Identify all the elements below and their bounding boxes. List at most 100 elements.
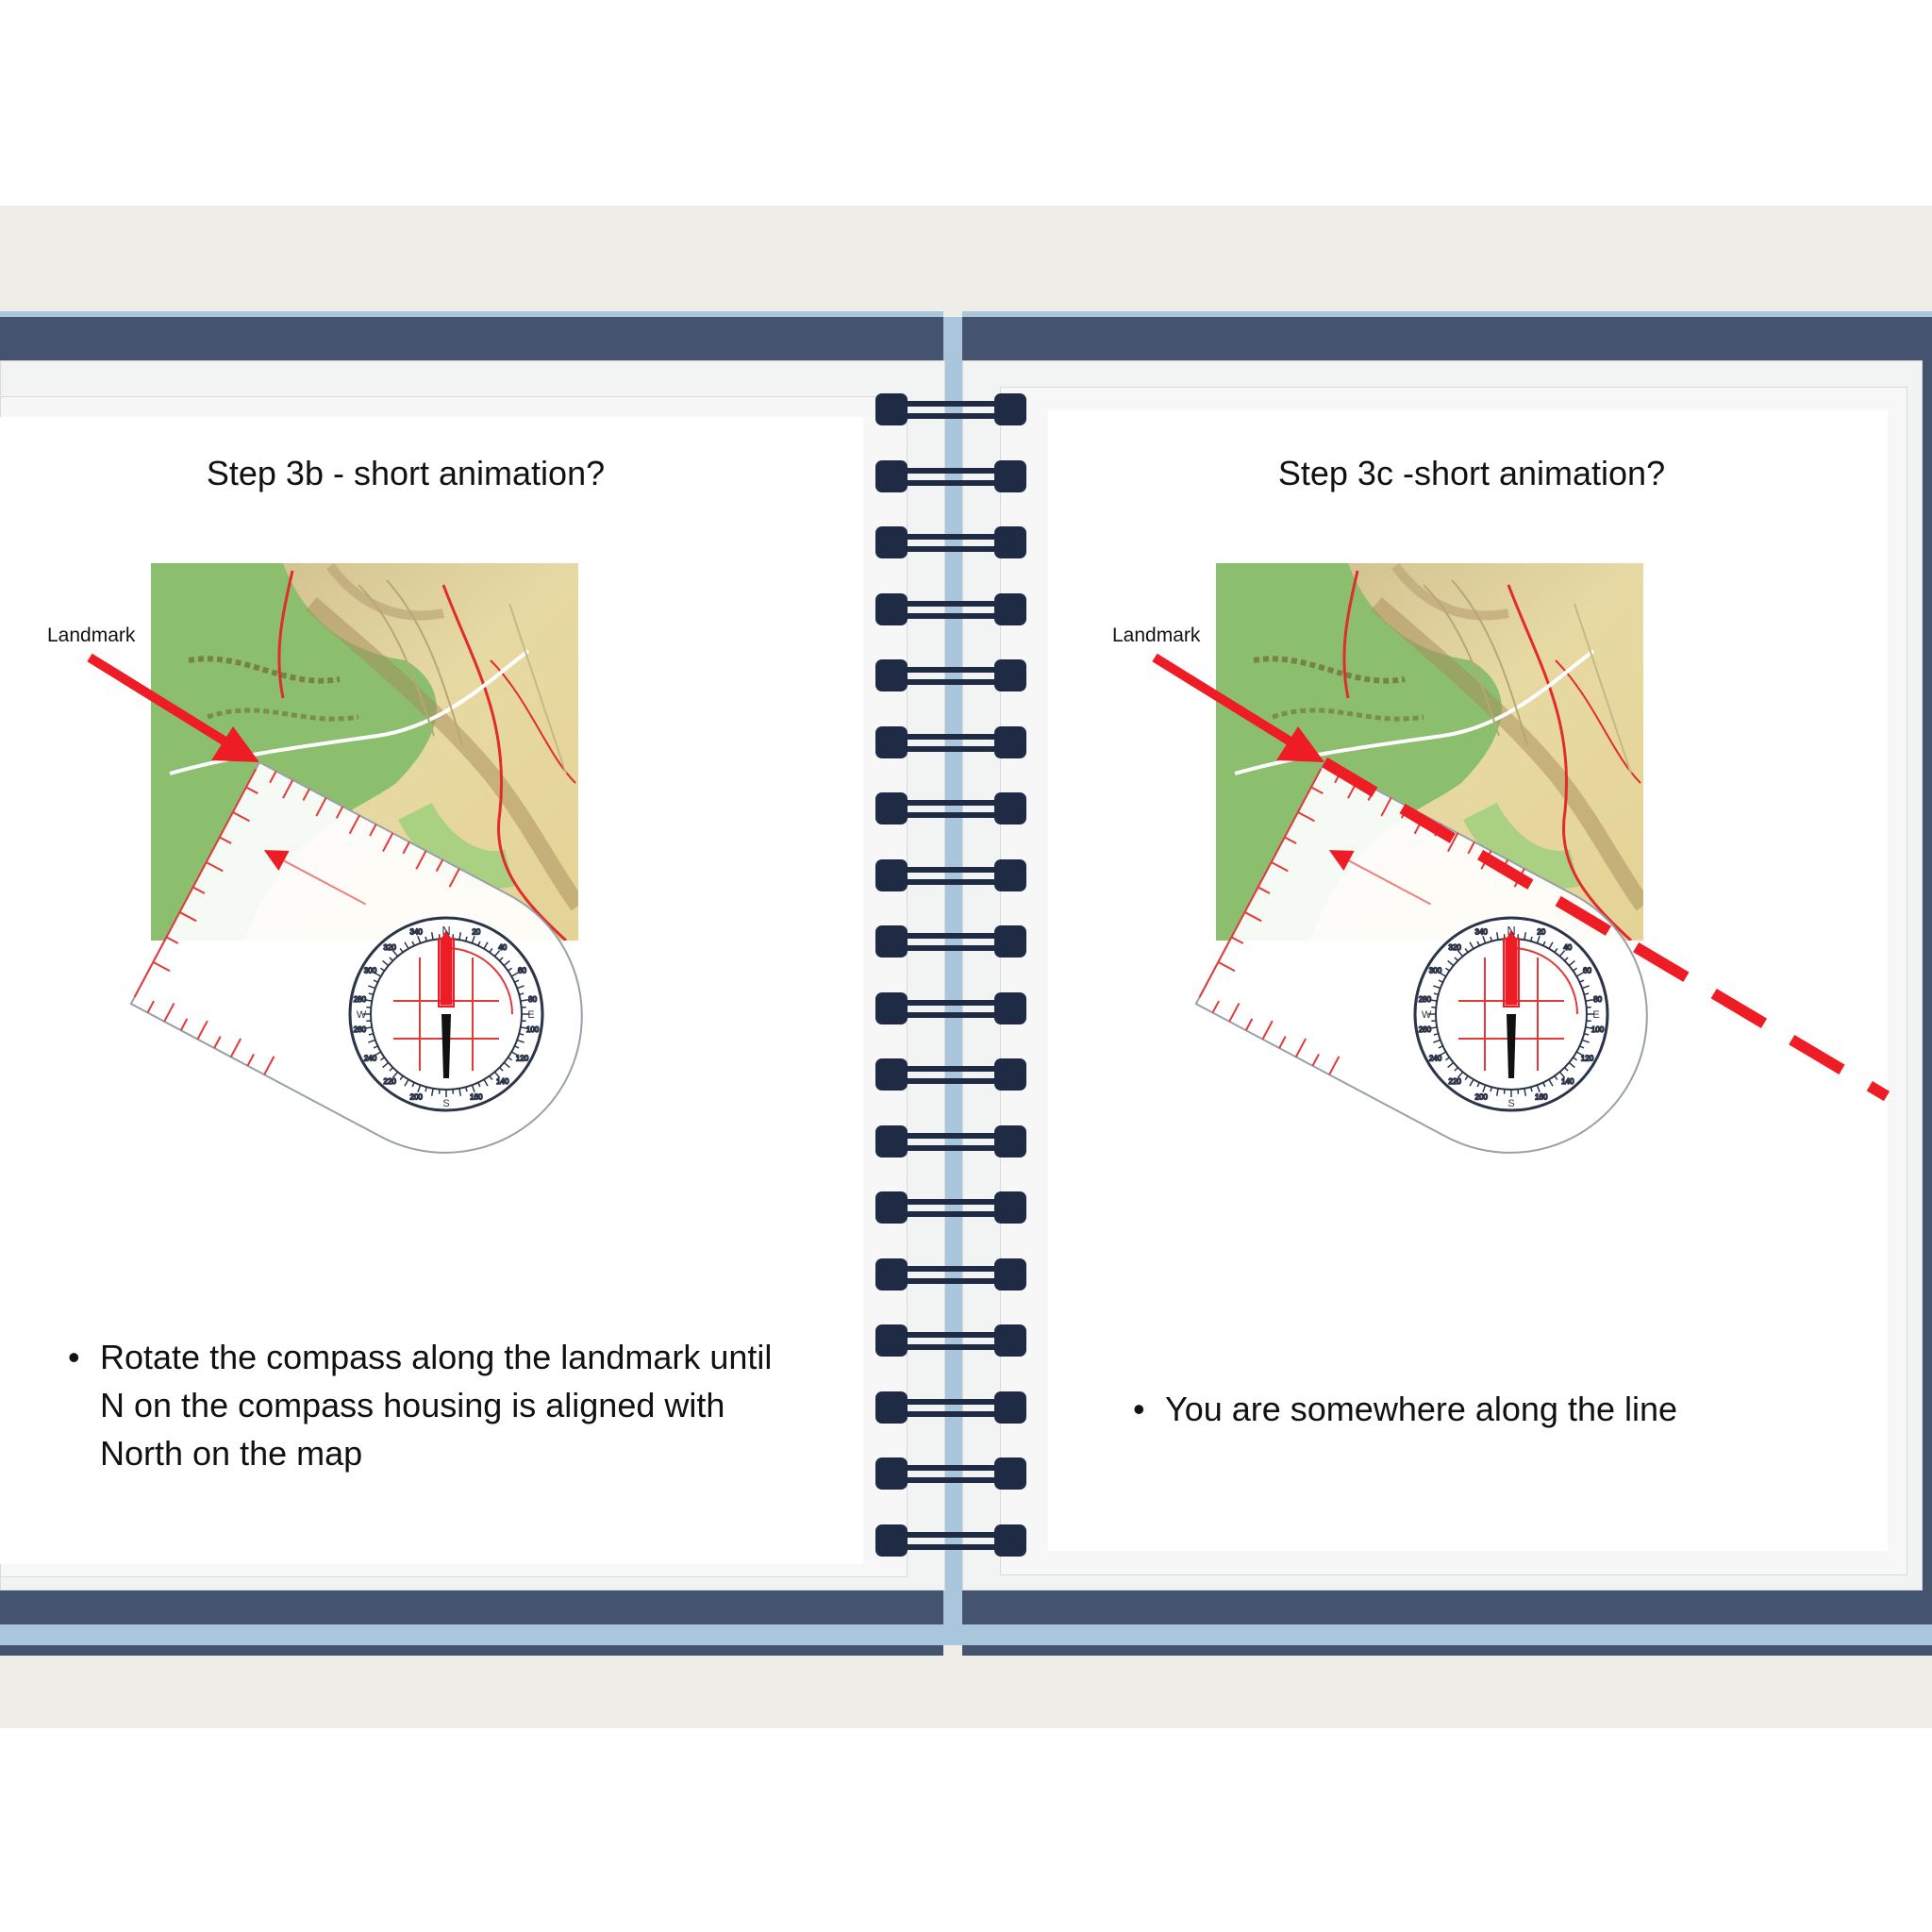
right-west-letter: W bbox=[1422, 1009, 1432, 1021]
left-bullet-text: Rotate the compass along the landmark un… bbox=[100, 1338, 773, 1473]
dial-tick bbox=[1439, 972, 1447, 977]
dial-tick bbox=[379, 1057, 385, 1061]
dial-tick bbox=[1457, 1071, 1464, 1078]
spiral-ring-wire-bottom bbox=[900, 1211, 1002, 1217]
dial-tick bbox=[1429, 1026, 1438, 1030]
spiral-ring-right-cap bbox=[994, 925, 1026, 958]
spiral-ring bbox=[875, 1058, 1026, 1091]
dial-tick bbox=[458, 932, 462, 941]
dial-tick bbox=[493, 1071, 501, 1078]
dial-label: 300 bbox=[1429, 967, 1442, 975]
spiral-ring-left-cap bbox=[875, 1257, 908, 1291]
spiral-ring-wire-top bbox=[900, 667, 1002, 673]
dial-tick bbox=[1568, 959, 1575, 967]
dial-tick bbox=[430, 932, 434, 941]
left-page-title: Step 3b - short animation? bbox=[206, 454, 606, 492]
spiral-ring-wire-bottom bbox=[900, 1011, 1002, 1018]
spiral-ring-right-cap bbox=[994, 1191, 1026, 1224]
dial-label: 220 bbox=[1449, 1077, 1462, 1086]
spiral-ring bbox=[875, 659, 1026, 691]
spiral-ring-left-cap bbox=[875, 592, 908, 625]
dial-tick bbox=[389, 1067, 393, 1072]
dial-tick bbox=[1564, 957, 1569, 961]
dial-tick bbox=[1584, 992, 1590, 996]
spiral-ring-wire-top bbox=[900, 1332, 1002, 1338]
dial-tick bbox=[503, 959, 510, 967]
spiral-ring-left-cap bbox=[875, 1124, 908, 1158]
left-north-letter: N bbox=[441, 924, 450, 938]
dial-tick bbox=[503, 1061, 510, 1069]
dial-label: 240 bbox=[364, 1055, 377, 1063]
spiral-ring-wire-bottom bbox=[900, 945, 1002, 951]
left-south-letter: S bbox=[442, 1098, 449, 1109]
spiral-ring-left-cap bbox=[875, 1324, 908, 1357]
spiral-ring bbox=[875, 526, 1026, 558]
dial-tick bbox=[1469, 1078, 1474, 1087]
dial-tick bbox=[368, 992, 374, 996]
dial-label: 280 bbox=[1419, 995, 1432, 1004]
dial-label: 160 bbox=[1535, 1092, 1548, 1101]
dial-tick bbox=[1469, 941, 1474, 950]
dial-tick bbox=[483, 1078, 489, 1087]
dial-label: 160 bbox=[470, 1092, 483, 1101]
spiral-ring bbox=[875, 592, 1026, 625]
spiral-ring-wire-top bbox=[900, 1465, 1002, 1471]
dial-tick bbox=[399, 947, 404, 953]
spiral-ring-wire-bottom bbox=[900, 679, 1002, 685]
dial-label: 120 bbox=[1581, 1055, 1594, 1063]
spiral-ring bbox=[875, 792, 1026, 824]
spiral-ring bbox=[875, 1191, 1026, 1224]
dial-label: 260 bbox=[354, 1025, 367, 1034]
spiral-ring-wire-bottom bbox=[900, 1543, 1002, 1550]
spiral-ring-left-cap bbox=[875, 459, 908, 492]
dial-tick bbox=[1579, 1045, 1585, 1049]
spiral-ring-right-cap bbox=[994, 526, 1026, 558]
spiral-ring-left-cap bbox=[875, 925, 908, 958]
left-landmark-label: Landmark bbox=[47, 625, 136, 646]
dial-tick bbox=[425, 936, 428, 941]
spiral-ring-wire-bottom bbox=[900, 413, 1002, 419]
spiral-ring-wire-bottom bbox=[900, 745, 1002, 752]
spiral-ring bbox=[875, 1524, 1026, 1557]
dial-label: 20 bbox=[472, 928, 480, 937]
dial-tick bbox=[1542, 1082, 1546, 1088]
dial-tick bbox=[477, 941, 481, 946]
dial-label: 200 bbox=[410, 1092, 424, 1101]
spiral-ring-wire-top bbox=[900, 600, 1002, 607]
spiral-ring-right-cap bbox=[994, 1124, 1026, 1158]
spiral-ring-wire-top bbox=[900, 999, 1002, 1006]
dial-label: 140 bbox=[496, 1077, 509, 1086]
dial-tick bbox=[373, 1045, 378, 1049]
dial-tick bbox=[1548, 941, 1554, 950]
dial-tick bbox=[1476, 1082, 1480, 1088]
spiral-ring-right-cap bbox=[994, 1457, 1026, 1490]
spiral-ring-wire-bottom bbox=[900, 1344, 1002, 1350]
spiral-ring-wire-top bbox=[900, 401, 1002, 407]
dial-tick bbox=[1579, 979, 1585, 983]
dial-tick bbox=[1457, 950, 1464, 958]
dial-tick bbox=[514, 1045, 520, 1049]
dial-tick bbox=[1585, 1026, 1593, 1030]
dial-tick bbox=[411, 941, 415, 946]
spiral-ring-wire-top bbox=[900, 1531, 1002, 1538]
dial-label: 80 bbox=[1593, 995, 1602, 1004]
spiral-ring bbox=[875, 459, 1026, 492]
dial-tick bbox=[1524, 932, 1527, 941]
dial-tick bbox=[379, 967, 385, 972]
dial-tick bbox=[1438, 1045, 1443, 1049]
dial-tick bbox=[374, 972, 382, 977]
dial-tick bbox=[516, 985, 525, 990]
dial-tick bbox=[1433, 1032, 1439, 1036]
spiral-ring-wire-top bbox=[900, 866, 1002, 873]
left-bullet-dot: • bbox=[68, 1338, 80, 1376]
dial-tick bbox=[417, 1084, 422, 1092]
spiral-ring-left-cap bbox=[875, 1191, 908, 1224]
dial-tick bbox=[1558, 950, 1566, 958]
left-west-letter: W bbox=[357, 1009, 367, 1021]
right-landmark-label: Landmark bbox=[1112, 625, 1201, 646]
dial-label: 40 bbox=[498, 943, 507, 952]
dial-label: 120 bbox=[516, 1055, 529, 1063]
dial-tick bbox=[516, 1039, 525, 1043]
dial-tick bbox=[508, 1057, 513, 1061]
